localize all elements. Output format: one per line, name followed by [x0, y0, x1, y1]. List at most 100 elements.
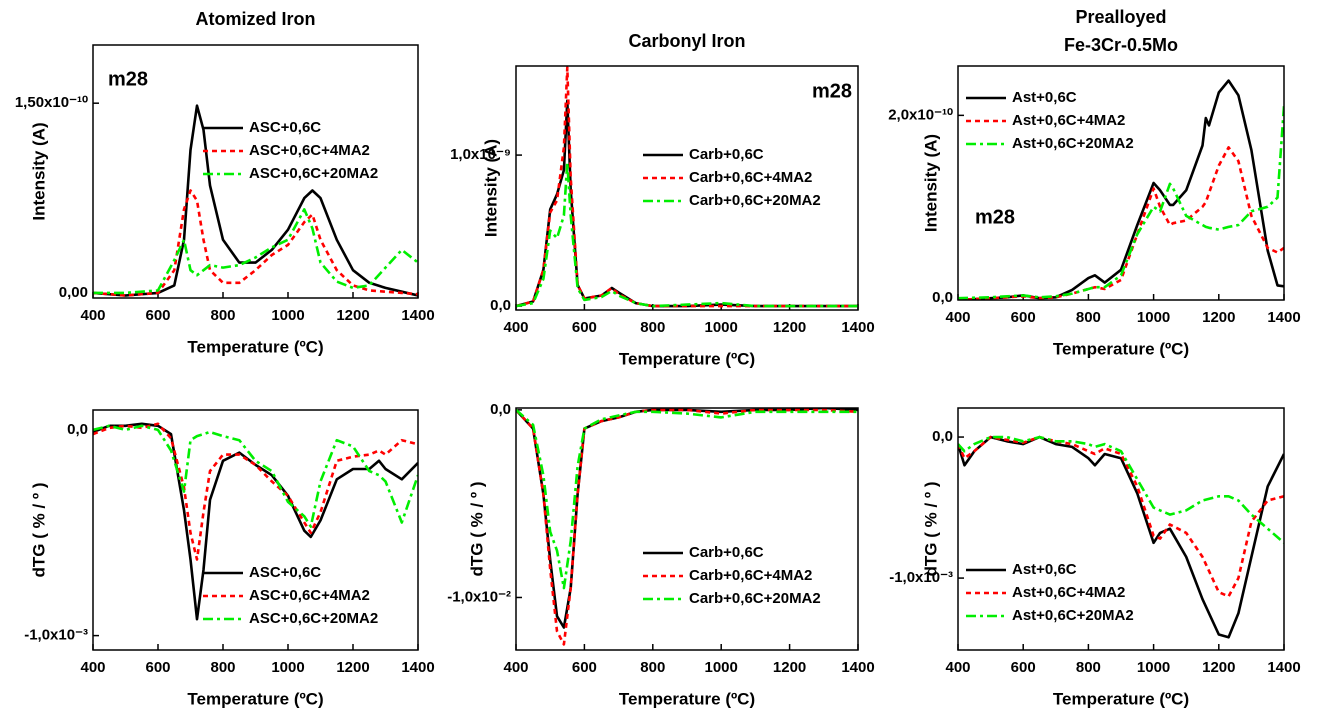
- legend-label: Ast+0,6C+20MA2: [1012, 607, 1134, 624]
- legend-label: Ast+0,6C+4MA2: [1012, 584, 1125, 601]
- series-line: [958, 435, 1284, 544]
- x-tick-label: 1000: [1137, 659, 1170, 676]
- x-tick-label: 1400: [1267, 309, 1300, 326]
- x-axis-label: Temperature (ºC): [1053, 689, 1189, 708]
- x-tick-label: 1000: [705, 319, 738, 336]
- legend-label: Ast+0,6C+4MA2: [1012, 112, 1125, 129]
- legend-label: ASC+0,6C+20MA2: [249, 610, 378, 627]
- annotation: m28: [812, 80, 852, 102]
- x-tick-label: 400: [503, 319, 528, 336]
- series-line: [516, 408, 858, 646]
- legend-label: Carb+0,6C+4MA2: [689, 169, 812, 186]
- plot-frame: [92, 409, 419, 651]
- legend-label: Carb+0,6C: [689, 544, 764, 561]
- series-line: [958, 435, 1284, 598]
- x-tick-label: 400: [80, 659, 105, 676]
- x-tick-label: 400: [945, 309, 970, 326]
- x-tick-label: 600: [145, 307, 170, 324]
- x-tick-label: 800: [640, 319, 665, 336]
- x-tick-label: 800: [1076, 659, 1101, 676]
- x-tick-label: 1400: [841, 659, 874, 676]
- x-tick-label: 400: [80, 307, 105, 324]
- x-tick-label: 600: [145, 659, 170, 676]
- panel-title: Prealloyed: [1075, 7, 1166, 27]
- legend-label: Carb+0,6C+20MA2: [689, 590, 821, 607]
- panel-title: Atomized Iron: [196, 9, 316, 29]
- plot-frame: [957, 65, 1285, 301]
- x-tick-label: 1200: [336, 307, 369, 324]
- x-tick-label: 600: [572, 319, 597, 336]
- x-tick-label: 600: [1011, 309, 1036, 326]
- legend-label: Ast+0,6C+20MA2: [1012, 135, 1134, 152]
- legend-label: Carb+0,6C+4MA2: [689, 567, 812, 584]
- x-tick-label: 600: [572, 659, 597, 676]
- legend-label: ASC+0,6C+4MA2: [249, 142, 370, 159]
- y-tick-label: 1,0x10⁻⁹: [450, 146, 511, 163]
- series-line: [958, 146, 1284, 300]
- plot-frame: [957, 407, 1285, 651]
- y-axis-label: Intensity (A): [29, 122, 48, 220]
- legend-label: ASC+0,6C: [249, 119, 321, 136]
- x-tick-label: 1200: [336, 659, 369, 676]
- series-line: [93, 424, 418, 528]
- plot-frame: [515, 65, 859, 311]
- y-axis-label: dTG ( % / º ): [29, 483, 48, 578]
- series-line: [93, 104, 418, 297]
- legend-label: Ast+0,6C: [1012, 561, 1077, 578]
- plot-frame: [92, 44, 419, 299]
- x-tick-label: 400: [503, 659, 528, 676]
- x-tick-label: 800: [210, 307, 235, 324]
- y-axis-label: Intensity (A): [921, 134, 940, 232]
- series-line: [516, 66, 858, 308]
- y-tick-label: 0,0: [932, 428, 953, 445]
- x-tick-label: 1400: [401, 307, 434, 324]
- x-axis-label: Temperature (ºC): [1053, 339, 1189, 358]
- x-axis-label: Temperature (ºC): [619, 349, 755, 368]
- x-tick-label: 1200: [1202, 659, 1235, 676]
- series-line: [93, 422, 418, 561]
- x-tick-label: 1000: [271, 307, 304, 324]
- y-tick-label: 0,0: [67, 421, 88, 438]
- series-line: [516, 161, 858, 308]
- plot-frame: [515, 407, 859, 651]
- x-axis-label: Temperature (ºC): [187, 689, 323, 708]
- x-tick-label: 1200: [773, 319, 806, 336]
- y-axis-label: dTG ( % / º ): [467, 482, 486, 577]
- annotation: m28: [975, 206, 1015, 228]
- legend-label: Ast+0,6C: [1012, 89, 1077, 106]
- series-line: [93, 208, 418, 295]
- x-axis-label: Temperature (ºC): [619, 689, 755, 708]
- x-tick-label: 600: [1011, 659, 1036, 676]
- y-tick-label: 1,50x10⁻¹⁰: [15, 94, 88, 111]
- y-tick-label: 0,00: [59, 284, 88, 301]
- series-line: [958, 435, 1284, 639]
- legend-label: Carb+0,6C: [689, 146, 764, 163]
- y-tick-label: 0,0: [490, 297, 511, 314]
- x-tick-label: 800: [210, 659, 235, 676]
- panel-title: Carbonyl Iron: [628, 31, 745, 51]
- x-tick-label: 800: [640, 659, 665, 676]
- x-tick-label: 1400: [1267, 659, 1300, 676]
- x-tick-label: 1400: [401, 659, 434, 676]
- y-tick-label: -1,0x10⁻³: [889, 569, 953, 586]
- legend-label: ASC+0,6C: [249, 564, 321, 581]
- series-line: [93, 189, 418, 297]
- legend-label: Carb+0,6C+20MA2: [689, 192, 821, 209]
- legend-label: ASC+0,6C+20MA2: [249, 165, 378, 182]
- y-axis-label: Intensity (A): [481, 139, 500, 237]
- y-tick-label: -1,0x10⁻³: [24, 627, 88, 644]
- panel-subtitle: Fe-3Cr-0.5Mo: [1064, 35, 1178, 55]
- x-tick-label: 1200: [773, 659, 806, 676]
- annotation: m28: [108, 68, 148, 90]
- x-tick-label: 400: [945, 659, 970, 676]
- series-line: [516, 408, 858, 590]
- y-axis-label: dTG ( % / º ): [921, 482, 940, 577]
- x-tick-label: 800: [1076, 309, 1101, 326]
- x-tick-label: 1400: [841, 319, 874, 336]
- x-tick-label: 1000: [1137, 309, 1170, 326]
- y-tick-label: -1,0x10⁻²: [447, 588, 511, 605]
- x-tick-label: 1000: [705, 659, 738, 676]
- y-tick-label: 0,0: [490, 401, 511, 418]
- y-tick-label: 0,0: [932, 289, 953, 306]
